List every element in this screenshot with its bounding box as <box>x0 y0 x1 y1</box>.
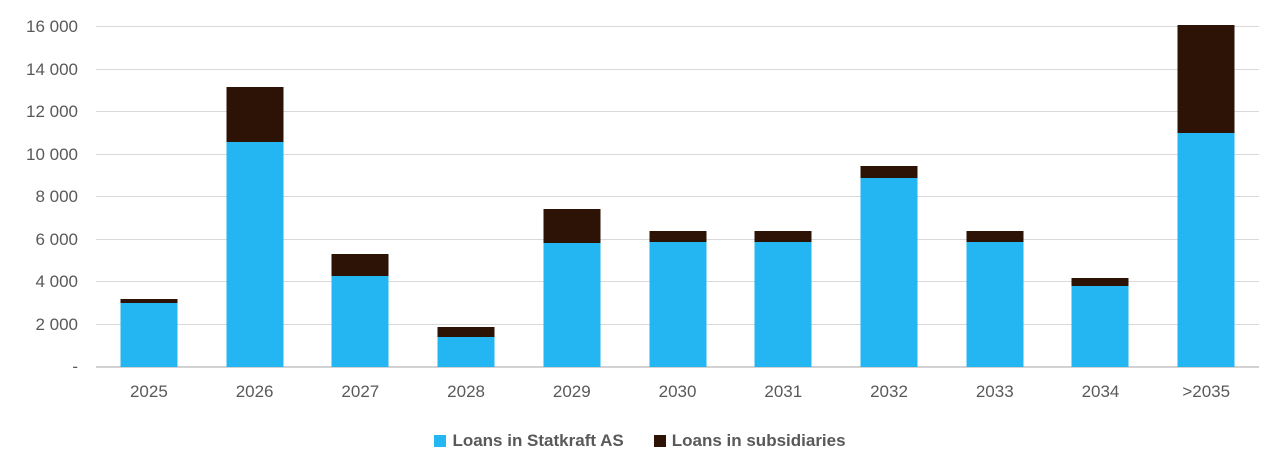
bar-segment <box>860 166 918 178</box>
bar-segment <box>331 275 389 367</box>
stacked-bar <box>120 299 178 367</box>
bar-segment <box>860 177 918 367</box>
x-tick-label: 2025 <box>129 382 168 401</box>
gridline <box>96 111 1259 112</box>
bar-slot <box>519 27 625 367</box>
bar-slot <box>836 27 942 367</box>
bar-segment <box>120 299 178 304</box>
y-tick-label: 2 000 <box>35 314 78 334</box>
bar-slot <box>625 27 731 367</box>
stacked-bar <box>543 208 601 367</box>
y-tick-label: 4 000 <box>35 272 78 291</box>
x-tick-label: 2027 <box>341 382 380 401</box>
legend-swatch-icon <box>653 435 666 447</box>
bar-segment <box>1177 24 1235 134</box>
bar-segment <box>437 337 495 367</box>
x-axis: 2025 2026 2027 2028 2029 2030 2031 2032 2033 2034… <box>96 382 1259 402</box>
bar-segment <box>966 231 1024 242</box>
stacked-bar <box>754 231 812 367</box>
bar-slot <box>413 27 519 367</box>
legend-label: Loans in Statkraft AS <box>452 431 624 450</box>
bar-segment <box>754 231 812 242</box>
bar-slot <box>730 27 836 367</box>
gridline <box>96 196 1259 197</box>
bar-segment <box>226 86 284 142</box>
stacked-bar <box>1071 277 1129 367</box>
bar-segment <box>1071 277 1129 287</box>
legend-item: Loans in subsidiaries <box>653 431 846 451</box>
bar-segment <box>1071 286 1129 367</box>
bar-segment <box>649 241 707 367</box>
x-tick-label: >2035 <box>1182 382 1231 401</box>
bar-segment <box>120 303 178 367</box>
stacked-bar <box>649 231 707 367</box>
bar-segment <box>754 241 812 367</box>
y-axis: - 2 000 4 000 6 000 8 000 10 000 12 000 14 000 1… <box>0 17 80 376</box>
bar-slot <box>942 27 1048 367</box>
stacked-bar <box>860 166 918 367</box>
x-tick-label: 2029 <box>552 382 591 401</box>
bar-segment <box>437 326 495 338</box>
stacked-bar <box>331 254 389 367</box>
x-tick-label: 2026 <box>235 382 274 401</box>
bar-segment <box>966 241 1024 367</box>
y-tick-label: 6 000 <box>35 229 78 249</box>
bar-slot <box>1048 27 1154 367</box>
legend-label: Loans in subsidiaries <box>671 431 846 450</box>
bar-series-container <box>96 24 1259 367</box>
x-axis-baseline <box>96 366 1259 368</box>
x-tick-label: 2032 <box>870 382 908 401</box>
bar-slot <box>202 27 308 367</box>
x-tick-label: 2030 <box>658 382 697 401</box>
bar-slot <box>307 27 413 367</box>
y-tick-label: 14 000 <box>26 59 78 79</box>
bar-segment <box>1177 133 1235 367</box>
y-tick-label: 12 000 <box>26 102 78 121</box>
bar-segment <box>543 242 601 367</box>
legend-swatch-icon <box>434 435 447 447</box>
bar-segment <box>543 208 601 243</box>
x-tick-label: 2031 <box>764 382 803 401</box>
x-tick-label: 2033 <box>975 382 1014 401</box>
gridline <box>96 26 1259 27</box>
x-tick-label: 2034 <box>1081 382 1120 401</box>
bar-segment <box>226 141 284 367</box>
y-tick-label: 8 000 <box>35 187 78 206</box>
stacked-bar <box>226 86 284 367</box>
plot-area <box>96 24 1259 368</box>
bar-slot <box>1153 24 1259 367</box>
y-tick-label: 10 000 <box>26 144 78 164</box>
legend-item: Loans in Statkraft AS <box>434 431 624 451</box>
stacked-bar <box>966 231 1024 367</box>
gridline <box>96 153 1259 155</box>
y-tick-label: - <box>72 357 78 376</box>
bar-slot <box>96 27 202 367</box>
legend: Loans in Statkraft AS Loans in subsidiari… <box>0 431 1280 451</box>
y-tick-label: 16 000 <box>26 17 78 36</box>
gridline <box>96 68 1259 70</box>
bar-segment <box>331 254 389 276</box>
x-tick-label: 2028 <box>447 382 485 401</box>
bar-segment <box>649 231 707 242</box>
stacked-bar <box>1177 24 1235 367</box>
stacked-bar <box>437 326 495 367</box>
